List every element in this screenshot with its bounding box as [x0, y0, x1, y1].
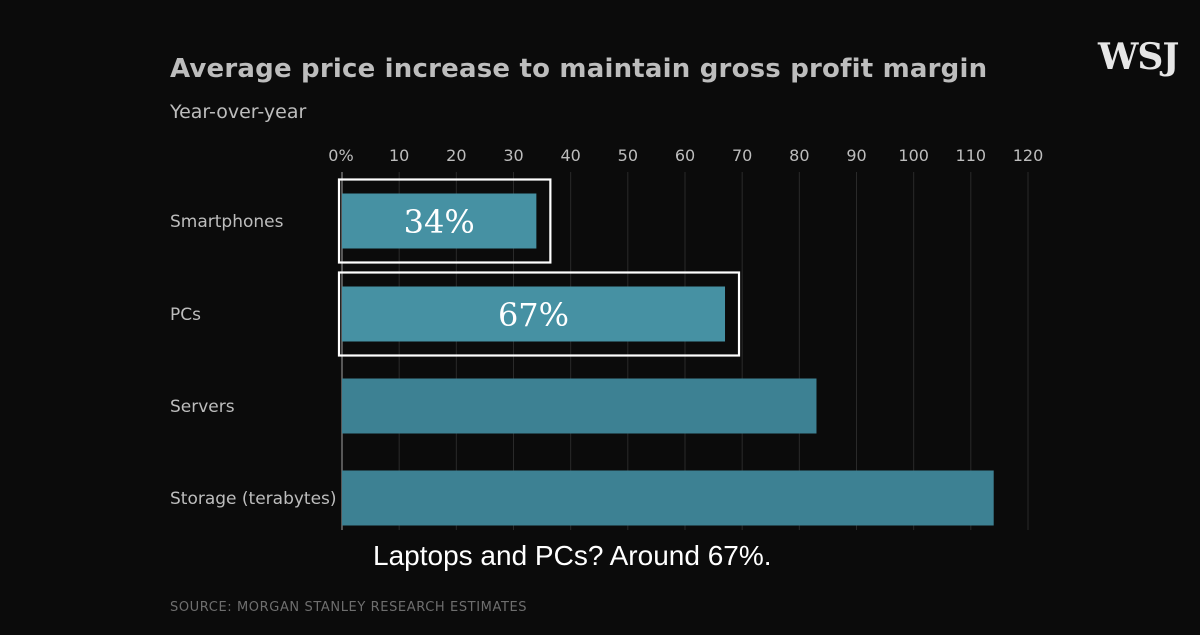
x-tick-label: 50 [618, 146, 638, 165]
highlight-box [337, 271, 741, 357]
bar [342, 286, 726, 342]
category-label: Servers [170, 397, 235, 417]
x-tick-label: 10 [389, 146, 409, 165]
highlight-box [337, 178, 552, 264]
video-subtitle-caption: Laptops and PCs? Around 67%. [373, 540, 772, 571]
chart-subtitle: Year-over-year [170, 101, 307, 123]
x-tick-label: 60 [675, 146, 695, 165]
category-label: PCs [170, 305, 201, 325]
category-label: Smartphones [170, 212, 284, 232]
bar [342, 470, 994, 526]
x-tick-label: 40 [560, 146, 580, 165]
x-tick-label: 80 [789, 146, 809, 165]
x-tick-label: 20 [446, 146, 466, 165]
x-tick-label: 30 [503, 146, 523, 165]
data-label: 67% [498, 296, 569, 334]
x-tick-label: 90 [846, 146, 866, 165]
chart-source: SOURCE: MORGAN STANLEY RESEARCH ESTIMATE… [170, 600, 528, 615]
data-label: 34% [404, 203, 475, 241]
bar [342, 193, 537, 249]
x-tick-label: 100 [898, 146, 929, 165]
bar [342, 378, 817, 434]
chart-title: Average price increase to maintain gross… [170, 54, 988, 84]
x-tick-label: 70 [732, 146, 752, 165]
x-tick-label: 110 [956, 146, 987, 165]
x-tick-label: 0% [328, 146, 353, 165]
x-tick-label: 120 [1013, 146, 1044, 165]
category-label: Storage (terabytes) [170, 489, 337, 509]
wsj-logo: WSJ [1098, 36, 1179, 78]
